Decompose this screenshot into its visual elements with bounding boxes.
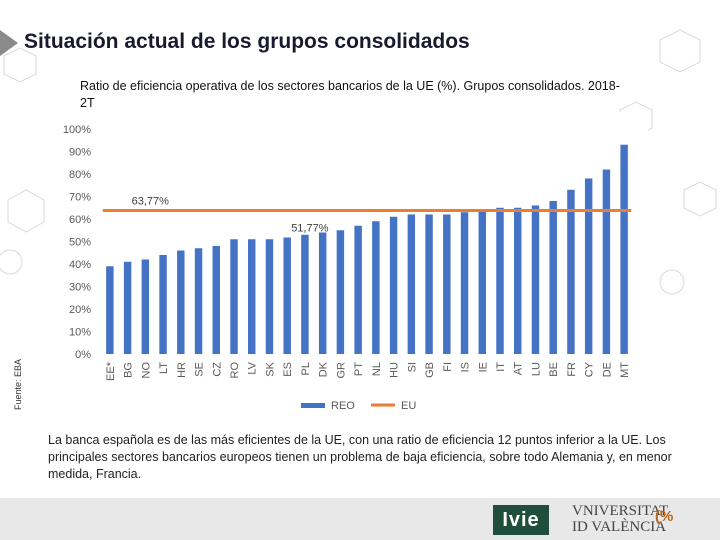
bar [514, 207, 522, 354]
y-tick-label: 80% [69, 169, 91, 181]
bar [248, 239, 256, 354]
x-tick-label: DE [601, 362, 613, 377]
university-logo-line1: VNIVERSITAT [572, 503, 669, 519]
bar [230, 239, 238, 354]
chart-panel: 0% 10% 20% 30% 40% 50% 60% 70% 80% 90% 100% EE* BG NO… [53, 112, 648, 430]
x-tick-label: FI [442, 362, 454, 372]
x-tick-label: LT [158, 362, 170, 374]
bar [496, 207, 504, 354]
bar-chart: 0% 10% 20% 30% 40% 50% 60% 70% 80% 90% 100% EE* BG NO… [63, 124, 632, 412]
legend-swatch-reo [301, 403, 325, 408]
x-tick-label: GR [335, 362, 347, 379]
x-tick-label: SK [264, 361, 276, 376]
legend-label-reo: REO [331, 400, 355, 412]
bar [425, 214, 433, 354]
bar [141, 259, 150, 354]
bar [389, 216, 398, 354]
page-title: Situación actual de los grupos consolida… [24, 30, 470, 53]
x-tick-label: AT [513, 362, 525, 376]
ivie-logo: Ivie [493, 505, 549, 535]
y-tick-label: 10% [69, 327, 91, 339]
x-tick-label: ES [282, 362, 294, 377]
bar [212, 246, 220, 354]
university-logo-line2: ID VALÈNCIA [572, 519, 667, 535]
y-tick-label: 50% [69, 237, 91, 249]
x-tick-label: FR [566, 362, 578, 377]
bar [620, 144, 628, 354]
data-annotation: 63,77% [132, 196, 170, 208]
x-tick-label: BG [123, 362, 135, 378]
title-arrow-icon [0, 30, 18, 56]
bar [531, 205, 540, 354]
bar [123, 261, 132, 354]
bar [318, 232, 327, 354]
y-tick-label: 0% [75, 349, 91, 361]
x-tick-label: HU [389, 362, 401, 378]
x-tick-label: IE [477, 362, 489, 372]
x-tick-label: LU [530, 362, 542, 376]
y-tick-label: 60% [69, 214, 91, 226]
summary-text: La banca española es de las más eficient… [48, 433, 672, 481]
bar [194, 248, 203, 354]
x-tick-label: CY [584, 361, 596, 377]
x-tick-label: BE [548, 362, 560, 377]
footer-band [0, 498, 720, 540]
bar [336, 230, 345, 354]
chart-title: Ratio de eficiencia operativa de los sec… [80, 79, 620, 110]
legend-label-eu: EU [401, 400, 416, 412]
bar [354, 225, 362, 354]
bar [372, 221, 380, 354]
x-tick-label: DK [318, 361, 330, 377]
x-tick-label: MT [619, 362, 631, 378]
x-tick-label: IS [460, 362, 472, 372]
x-tick-label: GB [424, 362, 436, 378]
bar [602, 169, 611, 354]
bar [177, 250, 185, 354]
x-tick-label: HR [176, 362, 188, 378]
y-tick-label: 20% [69, 304, 91, 316]
university-mark-icon: (̕% [655, 508, 674, 525]
x-tick-label: NL [371, 362, 383, 376]
x-tick-label: PT [353, 362, 365, 376]
bar [159, 255, 167, 354]
bar [567, 189, 575, 354]
bar [584, 178, 593, 354]
x-tick-label: PL [300, 362, 312, 375]
x-tick-label: RO [229, 362, 241, 379]
bar [478, 210, 486, 354]
x-tick-label: SE [194, 362, 206, 377]
bar [106, 266, 114, 354]
x-tick-label: EE* [105, 361, 117, 381]
bar [460, 212, 469, 354]
y-tick-label: 100% [63, 124, 91, 136]
bar [265, 239, 274, 354]
y-tick-label: 90% [69, 147, 91, 159]
bar [443, 214, 451, 354]
x-tick-label: SI [406, 362, 418, 372]
bar [549, 201, 557, 354]
y-tick-label: 30% [69, 282, 91, 294]
y-tick-label: 70% [69, 192, 91, 204]
bar [301, 234, 309, 354]
x-tick-label: LV [247, 361, 259, 374]
source-note: Fuente: EBA [13, 358, 23, 410]
bar [407, 214, 416, 354]
data-annotation: 51,77% [291, 223, 329, 235]
x-tick-label: CZ [211, 362, 223, 377]
x-tick-label: IT [495, 362, 507, 372]
y-tick-label: 40% [69, 259, 91, 271]
bar [283, 237, 291, 354]
x-tick-label: NO [140, 362, 152, 379]
